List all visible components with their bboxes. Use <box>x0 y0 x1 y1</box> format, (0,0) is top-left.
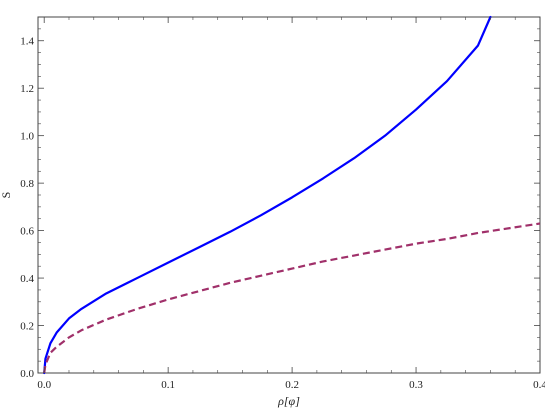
series-line-solid <box>43 15 492 375</box>
y-tick-label: 0.8 <box>20 178 34 190</box>
y-tick-label: 1.0 <box>20 131 34 143</box>
x-tick-label: 0.2 <box>285 379 299 391</box>
x-tick-label: 0.3 <box>409 379 423 391</box>
plot-frame <box>37 16 541 374</box>
y-axis-label: S <box>0 192 13 199</box>
x-tick-label: 0.1 <box>161 379 175 391</box>
y-tick-label: 0.6 <box>20 226 34 238</box>
x-axis-label: ρ[φ] <box>277 394 300 408</box>
y-tick-label: 1.4 <box>20 36 34 48</box>
x-tick-label: 0.4 <box>533 379 545 391</box>
y-tick-label: 0.4 <box>20 273 34 285</box>
y-tick-label: 0.2 <box>20 321 34 333</box>
y-tick-label: 0.0 <box>20 368 34 380</box>
y-tick-label: 1.2 <box>20 83 34 95</box>
series-line-dashed <box>43 222 541 374</box>
x-tick-label: 0.0 <box>37 379 51 391</box>
